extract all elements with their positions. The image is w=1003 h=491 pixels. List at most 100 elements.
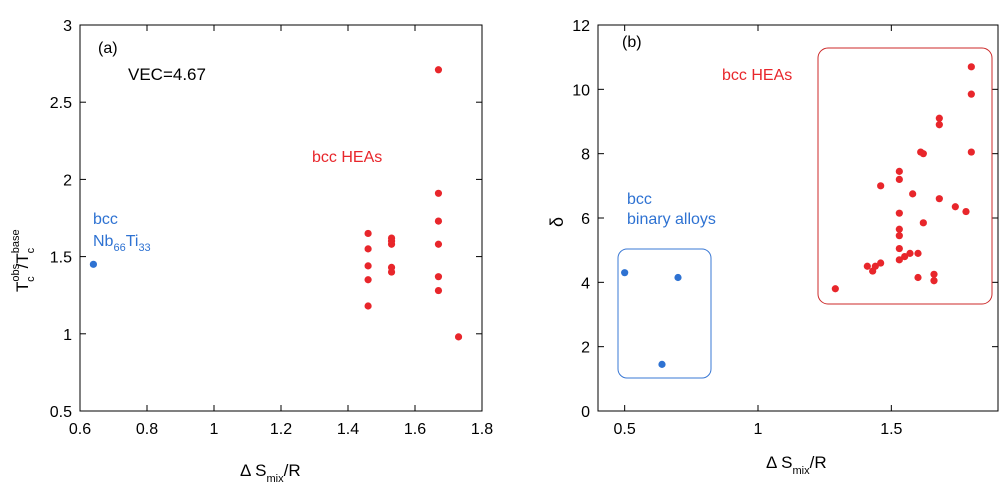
hea-point-a bbox=[364, 262, 372, 270]
hea-point-a bbox=[434, 240, 443, 248]
y-tick-label-b: 4 bbox=[581, 275, 590, 292]
hea-label-b: bcc HEAs bbox=[722, 67, 792, 84]
y-axis-label-a-t1: T bbox=[13, 282, 32, 292]
hea-point-b bbox=[967, 63, 975, 71]
hea-point-b bbox=[895, 175, 903, 183]
x-tick-label-a: 1.8 bbox=[471, 421, 493, 438]
hea-point-b bbox=[935, 121, 943, 129]
hea-point-b bbox=[906, 249, 914, 257]
data-points-b bbox=[621, 63, 975, 368]
hea-point-a bbox=[364, 245, 372, 253]
y-tick-label-b: 12 bbox=[572, 18, 590, 35]
binary-label-b-line1: bcc bbox=[627, 191, 652, 208]
hea-point-b bbox=[967, 90, 975, 98]
hea-point-a bbox=[434, 217, 443, 225]
hea-point-b bbox=[895, 232, 903, 240]
hea-point-b bbox=[877, 182, 885, 190]
x-tick-label-b: 1 bbox=[754, 421, 763, 438]
x-axis-label-a-sub: mix bbox=[266, 473, 284, 485]
hea-point-a bbox=[434, 66, 443, 74]
y-tick-label-b: 8 bbox=[581, 147, 590, 164]
binary-label-b-line2: binary alloys bbox=[627, 211, 716, 228]
hea-group-box bbox=[817, 47, 993, 305]
hea-point-b bbox=[919, 219, 927, 227]
y-tick-label-a: 3 bbox=[63, 18, 72, 35]
binary-group-box bbox=[617, 248, 712, 379]
binary-b-subscript: 33 bbox=[138, 242, 150, 254]
y-axis-label-a-sup2: base bbox=[10, 229, 22, 253]
hea-point-b bbox=[951, 203, 959, 211]
y-axis-label-a-mid: /T bbox=[13, 253, 32, 268]
hea-point-b bbox=[831, 285, 839, 293]
panel-a: 0.6 0.8 1 1.2 1.4 1.6 1.8 0.5 1 1.5 2 2.5 3 (a) VEC=… bbox=[10, 18, 493, 485]
hea-point-a bbox=[387, 268, 396, 276]
x-tick-label-a: 0.6 bbox=[69, 421, 91, 438]
x-axis-label-b: Δ Smix/R bbox=[766, 453, 827, 477]
y-axis-label-a: Tobs c/Tbase c bbox=[10, 229, 37, 292]
x-axis-label-a-main: Δ S bbox=[240, 461, 266, 480]
hea-point-b bbox=[967, 148, 975, 156]
y-tick-label-b: 10 bbox=[572, 82, 590, 99]
hea-point-b bbox=[914, 273, 922, 282]
hea-point-b bbox=[901, 253, 909, 261]
hea-point-b bbox=[895, 167, 903, 175]
x-tick-label-a: 0.8 bbox=[136, 421, 158, 438]
x-axis-label-b-sub: mix bbox=[792, 465, 810, 477]
hea-point-b bbox=[895, 225, 903, 233]
y-tick-label-a: 2.5 bbox=[50, 95, 72, 112]
binary-point-b bbox=[674, 273, 682, 282]
vec-annotation: VEC=4.67 bbox=[128, 65, 206, 84]
hea-point-b bbox=[895, 244, 903, 253]
binary-point-b bbox=[621, 269, 629, 277]
hea-point-a bbox=[454, 333, 463, 341]
x-tick-label-b: 0.5 bbox=[614, 421, 636, 438]
hea-point-a bbox=[364, 229, 372, 238]
y-tick-label-b: 2 bbox=[581, 340, 590, 357]
x-axis-label-b-tail: /R bbox=[810, 453, 827, 472]
hea-point-a bbox=[387, 240, 396, 248]
binary-point-a bbox=[89, 260, 97, 268]
y-axis-label-a-sub1: c bbox=[25, 276, 37, 282]
panel-label-b: (b) bbox=[622, 34, 642, 51]
tick-group-a bbox=[79, 24, 483, 412]
x-tick-label-b: 1.5 bbox=[880, 421, 902, 438]
hea-point-b bbox=[930, 270, 938, 278]
x-tick-label-a: 1.2 bbox=[270, 421, 292, 438]
binary-a-element: Nb bbox=[93, 233, 114, 250]
hea-point-b bbox=[895, 256, 903, 264]
hea-point-b bbox=[935, 195, 943, 203]
binary-label-a-line2: Nb66Ti33 bbox=[93, 233, 151, 254]
hea-point-b bbox=[962, 207, 970, 216]
hea-point-a bbox=[434, 273, 443, 281]
y-axis-label-b: δ bbox=[547, 217, 567, 227]
binary-b-element: Ti bbox=[126, 233, 139, 250]
hea-point-b bbox=[930, 277, 938, 285]
hea-point-a bbox=[434, 189, 443, 197]
x-axis-label-a: Δ Smix/R bbox=[240, 461, 301, 485]
y-tick-label-a: 0.5 bbox=[50, 404, 72, 421]
y-tick-label-a: 1.5 bbox=[50, 250, 72, 267]
y-tick-label-a: 1 bbox=[63, 327, 72, 344]
x-tick-label-a: 1.6 bbox=[404, 421, 426, 438]
hea-point-a bbox=[434, 286, 443, 295]
data-points-a bbox=[89, 66, 463, 341]
hea-point-b bbox=[895, 209, 903, 217]
y-axis-label-a-sup1: obs bbox=[10, 263, 22, 281]
tick-label-group-a: 0.6 0.8 1 1.2 1.4 1.6 1.8 0.5 1 1.5 2 2.5 3 bbox=[50, 18, 493, 438]
hea-point-b bbox=[863, 262, 871, 270]
y-tick-label-b: 0 bbox=[581, 404, 590, 421]
hea-point-a bbox=[364, 276, 372, 284]
y-tick-label-b: 6 bbox=[581, 211, 590, 228]
y-axis-label-a-sub2: c bbox=[25, 247, 37, 253]
binary-label-a-line1: bcc bbox=[93, 211, 118, 228]
hea-point-b bbox=[919, 150, 927, 158]
hea-point-b bbox=[935, 114, 943, 122]
hea-point-b bbox=[909, 190, 917, 198]
panel-b: 0.5 1 1.5 0 2 4 6 8 10 12 (b) bcc HEAs bcc binary… bbox=[547, 18, 999, 477]
hea-label-a: bcc HEAs bbox=[312, 149, 382, 166]
binary-a-subscript: 66 bbox=[113, 242, 125, 254]
y-tick-label-a: 2 bbox=[63, 172, 72, 189]
x-axis-label-a-tail: /R bbox=[284, 461, 301, 480]
x-tick-label-a: 1 bbox=[210, 421, 219, 438]
